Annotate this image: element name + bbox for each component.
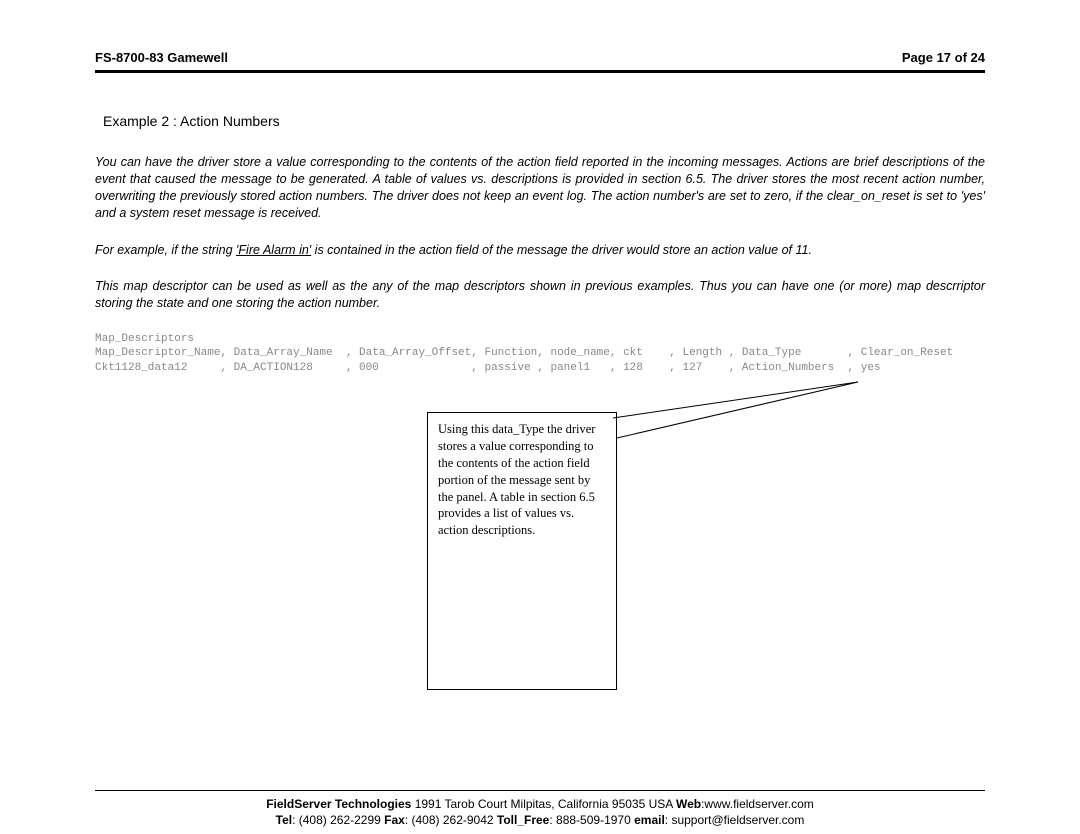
footer-fax: : (408) 262-9042 [405,813,497,827]
page-header: FS-8700-83 Gamewell Page 17 of 24 [95,50,985,68]
para2-post: is contained in the action field of the … [311,243,812,257]
footer-toll: : 888-509-1970 [549,813,634,827]
header-right: Page 17 of 24 [902,50,985,65]
paragraph-2: For example, if the string 'Fire Alarm i… [95,242,985,259]
callout-box: Using this data_Type the driver stores a… [427,412,617,690]
callout-text: Using this data_Type the driver stores a… [438,422,595,537]
callout-pointer [613,382,863,442]
footer-email: : support@fieldserver.com [665,813,805,827]
footer-line-2: Tel: (408) 262-2299 Fax: (408) 262-9042 … [95,813,985,829]
footer-web-label: Web [676,797,701,811]
para2-pre: For example, if the string [95,243,236,257]
header-left: FS-8700-83 Gamewell [95,50,228,65]
footer-email-label: email [634,813,665,827]
footer-tel: : (408) 262-2299 [292,813,384,827]
paragraph-3: This map descriptor can be used as well … [95,278,985,312]
header-rule [95,70,985,73]
footer-fax-label: Fax [384,813,405,827]
footer-addr: 1991 Tarob Court Milpitas, California 95… [411,797,676,811]
footer-toll-label: Toll_Free [497,813,549,827]
code-block: Map_Descriptors Map_Descriptor_Name, Dat… [95,332,985,375]
footer-rule [95,790,985,791]
page-content: FS-8700-83 Gamewell Page 17 of 24 Exampl… [95,50,985,375]
footer-web: :www.fieldserver.com [701,797,814,811]
paragraph-1: You can have the driver store a value co… [95,154,985,222]
footer-company: FieldServer Technologies [266,797,411,811]
footer-tel-label: Tel [276,813,292,827]
example-title: Example 2 : Action Numbers [103,113,985,129]
para2-underline: 'Fire Alarm in' [236,243,311,257]
page-footer: FieldServer Technologies 1991 Tarob Cour… [95,790,985,828]
footer-line-1: FieldServer Technologies 1991 Tarob Cour… [95,797,985,813]
